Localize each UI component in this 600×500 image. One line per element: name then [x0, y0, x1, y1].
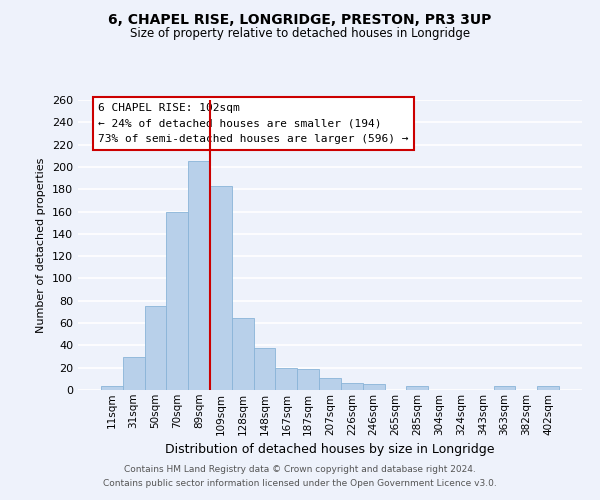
Bar [145, 306, 166, 390]
Bar [363, 384, 385, 390]
Bar [319, 378, 341, 390]
Bar [232, 318, 254, 390]
Bar [101, 386, 123, 390]
Bar [210, 186, 232, 390]
Bar [297, 369, 319, 390]
X-axis label: Distribution of detached houses by size in Longridge: Distribution of detached houses by size … [165, 443, 495, 456]
Bar [254, 348, 275, 390]
Bar [494, 386, 515, 390]
Y-axis label: Number of detached properties: Number of detached properties [37, 158, 46, 332]
Bar [341, 384, 363, 390]
Text: Contains HM Land Registry data © Crown copyright and database right 2024.
Contai: Contains HM Land Registry data © Crown c… [103, 466, 497, 487]
Bar [275, 368, 297, 390]
Text: Size of property relative to detached houses in Longridge: Size of property relative to detached ho… [130, 28, 470, 40]
Text: 6, CHAPEL RISE, LONGRIDGE, PRESTON, PR3 3UP: 6, CHAPEL RISE, LONGRIDGE, PRESTON, PR3 … [109, 12, 491, 26]
Bar [406, 386, 428, 390]
Bar [166, 212, 188, 390]
Text: 6 CHAPEL RISE: 102sqm
← 24% of detached houses are smaller (194)
73% of semi-det: 6 CHAPEL RISE: 102sqm ← 24% of detached … [98, 103, 409, 144]
Bar [123, 356, 145, 390]
Bar [188, 162, 210, 390]
Bar [537, 386, 559, 390]
